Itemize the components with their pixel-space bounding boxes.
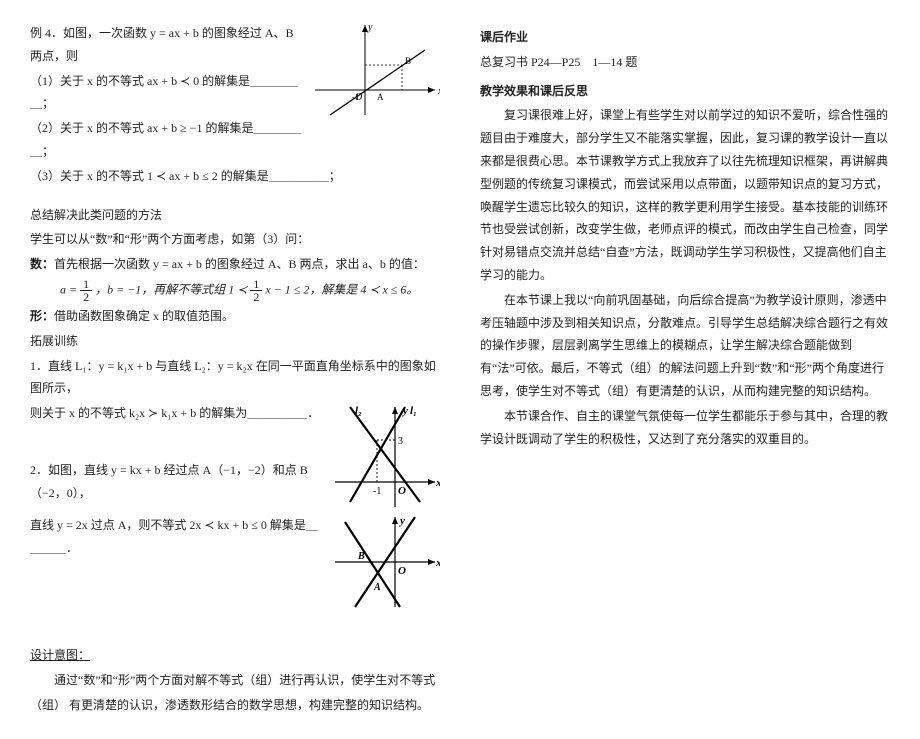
reflect-p3: 本节课合作、自主的课堂气氛使每一位学生都能乐于参与其中，合理的教学设计既调动了学…	[480, 405, 890, 451]
train-q1a: 1．直线 L₁：y = k₁x + b 与直线 L₂：y = k₂x 在同一平面…	[30, 355, 440, 401]
xing-text: 借助函数图象确定 x 的取值范围。	[54, 309, 234, 323]
summary-title: 总结解决此类问题的方法	[30, 204, 440, 227]
figure-train2: x y O B A	[330, 512, 440, 612]
svg-text:l₂: l₂	[355, 405, 362, 417]
svg-text:x: x	[435, 557, 440, 569]
train-title: 拓展训练	[30, 330, 440, 353]
svg-text:B: B	[357, 551, 365, 562]
reflect-p2: 在本节课上我以“向前巩固基础，向后综合提高”为教学设计原则，渗透中考压轴题中涉及…	[480, 289, 890, 403]
svg-text:l₁: l₁	[410, 405, 417, 417]
ex4-q2: （2）关于 x 的不等式 ax + b ≥ −1 的解集是＿＿＿＿＿；	[30, 117, 440, 163]
tick-neg1: -1	[352, 92, 360, 102]
axis-x-label: x	[437, 86, 440, 97]
figure-ex4: x y O A B -1	[310, 20, 440, 120]
svg-text:y: y	[398, 515, 405, 527]
design-p1: 通过“数”和“形”两个方面对解不等式（组）进行再认识，使学生对不等式	[30, 669, 440, 692]
formula-a: a =	[60, 282, 77, 296]
ex4-q3: （3）关于 x 的不等式 1 ≺ ax + b ≤ 2 的解集是＿＿＿＿＿；	[30, 165, 440, 188]
svg-text:O: O	[398, 485, 406, 497]
reflect-title: 教学效果和课后反思	[480, 80, 890, 103]
figure-train1: x y O -1 3 l₂ l₁	[330, 402, 440, 512]
svg-text:O: O	[398, 565, 406, 577]
svg-text:-1: -1	[373, 486, 381, 497]
shu-label: 数：	[30, 257, 54, 271]
pt-a: A	[377, 92, 384, 102]
pt-b: B	[405, 56, 411, 66]
svg-text:A: A	[373, 582, 381, 593]
axis-y-label: y	[367, 22, 373, 33]
reflect-p1: 复习课很难上好，课堂上有些学生对以前学过的知识不爱听，综合性强的题目由于难度大，…	[480, 104, 890, 286]
xing-label: 形：	[30, 309, 54, 323]
svg-text:3: 3	[398, 436, 403, 447]
shu-text: 首先根据一次函数 y = ax + b 的图象经过 A、B 两点，求出 a、b …	[54, 257, 425, 271]
hw-title: 课后作业	[480, 26, 890, 49]
hw-line: 总复习书 P24—P25 1—14 题	[480, 51, 890, 74]
design-title: 设计意图：	[30, 644, 440, 667]
formula-tail: x − 1 ≤ 2，解集是 4 ≺ x ≤ 6。	[265, 282, 418, 296]
formula-b: ，b = −1，再解不等式组 1 ≺	[95, 282, 247, 296]
summary-line: 学生可以从“数”和“形”两个方面考虑，如第（3）问：	[30, 228, 440, 251]
design-p2: （组） 有更清楚的认识，渗透数形结合的数学思想，构建完整的知识结构。	[30, 694, 440, 717]
svg-text:y: y	[401, 405, 408, 417]
svg-text:x: x	[435, 477, 440, 489]
